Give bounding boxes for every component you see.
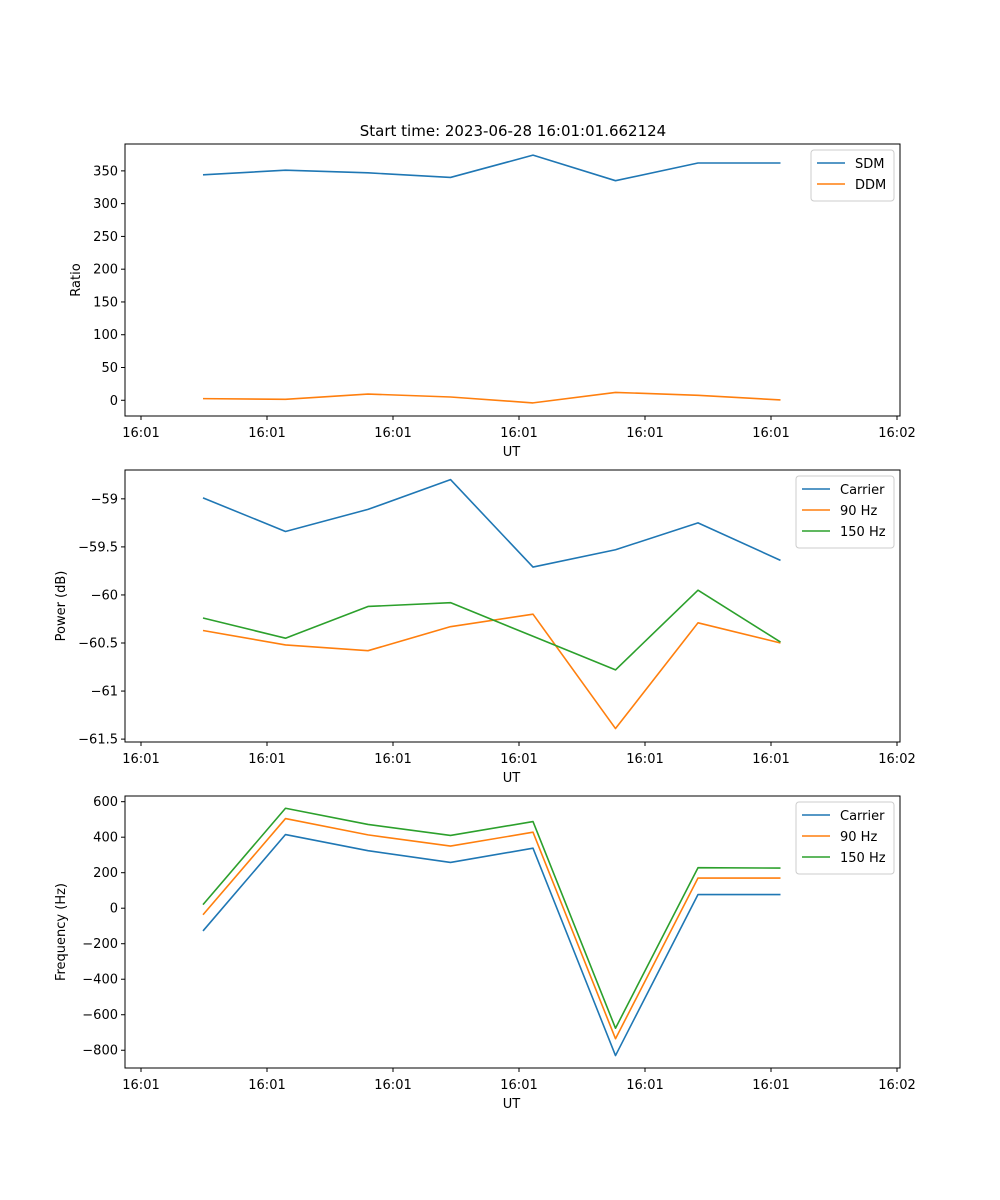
axes-frame [124,795,901,1069]
x-axis-label: UT [503,445,521,460]
y-tick-label: −600 [82,1008,118,1023]
legend-label: DDM [855,178,886,193]
x-tick-label: 16:01 [626,426,663,441]
panel-ratio: 16:01 16:01 16:01 16:01 16:01 16:01 16:02 0 50 10… [69,143,916,460]
panel-frequency: 16:01 16:01 16:01 16:01 16:01 16:01 16:02 600 40… [54,795,916,1112]
x-tick-label: 16:01 [626,752,663,767]
y-axis-label: Frequency (Hz) [54,883,69,981]
y-tick-label: −800 [82,1044,118,1059]
y-tick-label: 400 [93,831,118,846]
y-tick-label: 150 [93,295,118,310]
x-tick-label: 16:01 [374,1078,411,1093]
y-tick-label: 200 [93,866,118,881]
x-tick-label: 16:02 [878,426,915,441]
axes-frame [124,143,901,417]
x-tick-label: 16:01 [752,426,789,441]
series-line-90-hz [202,613,781,730]
x-tick-label: 16:01 [500,1078,537,1093]
legend-label: Carrier [840,483,885,498]
series-line-carrier [202,833,781,1057]
legend-label: SDM [855,157,884,172]
legend-label: 150 Hz [840,525,886,540]
x-tick-label: 16:02 [878,1078,915,1093]
y-tick-label: 100 [93,328,118,343]
x-tick-label: 16:01 [122,1078,159,1093]
series-line-sdm [202,154,781,182]
legend-label: 90 Hz [840,504,877,519]
x-tick-label: 16:02 [878,752,915,767]
y-tick-label: −61 [91,685,118,700]
y-tick-label: 0 [110,902,118,917]
x-tick-label: 16:01 [122,752,159,767]
y-axis-label: Power (dB) [54,571,69,642]
series-line-90-hz [202,817,781,1040]
x-tick-label: 16:01 [248,426,285,441]
x-tick-label: 16:01 [500,752,537,767]
y-tick-label: 250 [93,230,118,245]
x-tick-label: 16:01 [248,1078,285,1093]
legend-label: 90 Hz [840,830,877,845]
y-tick-label: −200 [82,937,118,952]
x-tick-label: 16:01 [752,1078,789,1093]
y-tick-label: −59.5 [78,540,118,555]
x-axis-label: UT [503,771,521,786]
y-tick-label: 600 [93,795,118,810]
x-tick-label: 16:01 [626,1078,663,1093]
x-tick-label: 16:01 [374,752,411,767]
y-tick-label: −61.5 [78,733,118,748]
x-axis-label: UT [503,1097,521,1112]
x-tick-label: 16:01 [122,426,159,441]
y-tick-label: 300 [93,197,118,212]
x-tick-label: 16:01 [248,752,285,767]
y-tick-label: −60.5 [78,637,118,652]
y-tick-label: 350 [93,164,118,179]
y-tick-label: −59 [91,492,118,507]
series-line-carrier [202,478,781,568]
x-tick-label: 16:01 [500,426,537,441]
legend-box [795,801,895,875]
series-line-150-hz [202,807,781,1030]
y-tick-label: 50 [101,361,118,376]
y-tick-label: −400 [82,973,118,988]
x-tick-label: 16:01 [752,752,789,767]
y-tick-label: −60 [91,588,118,603]
axes-frame [124,469,901,743]
x-tick-label: 16:01 [374,426,411,441]
figure-title: Start time: 2023-06-28 16:01:01.662124 [360,122,666,140]
legend-box [795,475,895,549]
series-line-ddm [202,391,781,404]
legend-label: Carrier [840,809,885,824]
panel-power: 16:01 16:01 16:01 16:01 16:01 16:01 16:02 −59 −5… [54,469,916,786]
legend-label: 150 Hz [840,851,886,866]
y-tick-label: 200 [93,263,118,278]
y-tick-label: 0 [110,394,118,409]
series-line-150-hz [202,589,781,671]
y-axis-label: Ratio [69,263,84,296]
